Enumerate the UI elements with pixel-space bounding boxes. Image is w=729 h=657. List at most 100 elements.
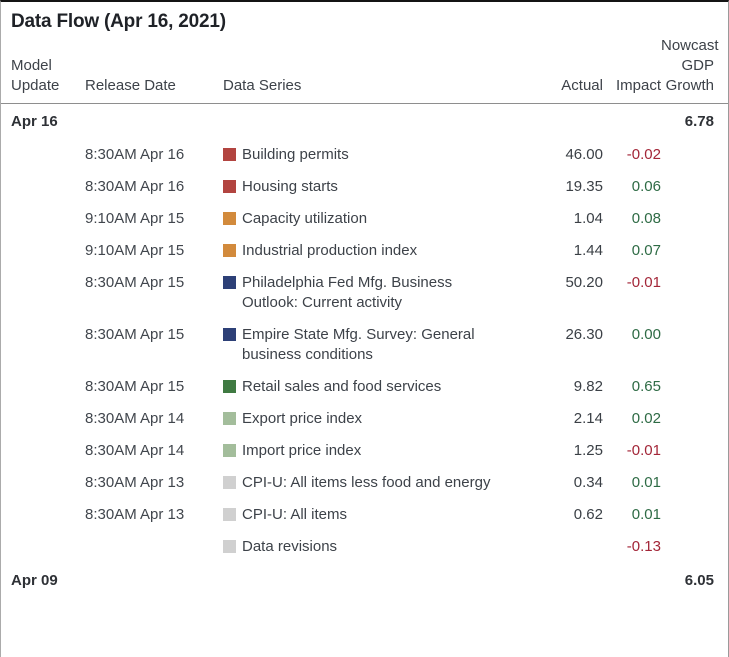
spacer	[85, 563, 223, 578]
release-date: 8:30AM Apr 13	[85, 474, 185, 491]
table-body: Apr 16 6.78 8:30AM Apr 16 Building permits 4…	[1, 104, 728, 598]
data-series-cell: Housing starts	[223, 171, 521, 203]
model-update-empty	[11, 319, 85, 331]
series-color-swatch-icon	[223, 444, 236, 457]
column-header-actual: Actual	[561, 77, 603, 94]
spacer	[85, 104, 223, 119]
impact-value: -0.01	[626, 442, 661, 459]
release-date: 8:30AM Apr 14	[85, 410, 185, 427]
series-color-swatch-icon	[223, 476, 236, 489]
spacer	[521, 563, 603, 578]
nowcast-empty	[661, 171, 714, 183]
model-update-empty	[11, 403, 85, 415]
series-color-swatch-icon	[223, 540, 236, 553]
model-update-empty	[11, 171, 85, 183]
release-date: 8:30AM Apr 15	[85, 378, 185, 395]
column-header-data-series: Data Series	[223, 77, 302, 94]
nowcast-empty	[661, 403, 714, 415]
actual-value	[521, 531, 603, 543]
data-release-row: 8:30AM Apr 16 Building permits 46.00 -0.02	[1, 139, 728, 171]
nowcast-gdp-growth-value: 6.78	[684, 113, 714, 130]
data-series-name: Building permits	[242, 146, 349, 163]
model-update-group-row: Apr 09 6.05	[1, 563, 728, 598]
data-series-cell: CPI-U: All items less food and energy	[223, 467, 521, 499]
nowcast-empty	[661, 235, 714, 247]
data-series-name: Retail sales and food services	[242, 378, 442, 395]
actual-value: 0.62	[573, 506, 603, 523]
series-color-swatch-icon	[223, 328, 236, 341]
data-series-cell: Building permits	[223, 139, 521, 171]
actual-value: 46.00	[565, 146, 603, 163]
actual-value: 19.35	[565, 178, 603, 195]
model-update-empty	[11, 531, 85, 543]
model-update-date: Apr 09	[11, 572, 58, 589]
series-color-swatch-icon	[223, 244, 236, 257]
panel-title: Data Flow (Apr 16, 2021)	[11, 11, 226, 32]
model-update-empty	[11, 203, 85, 215]
data-series-name: Export price index	[242, 410, 363, 427]
impact-value: -0.13	[626, 538, 661, 555]
model-update-empty	[11, 467, 85, 479]
actual-value: 50.20	[565, 274, 603, 291]
release-date: 8:30AM Apr 14	[85, 442, 185, 459]
column-header-release-date: Release Date	[85, 77, 176, 94]
data-series-name: Industrial production index	[242, 242, 418, 259]
release-date: 9:10AM Apr 15	[85, 210, 185, 227]
release-date: 8:30AM Apr 16	[85, 146, 185, 163]
data-series-name: Data revisions	[242, 538, 338, 555]
nowcast-empty	[661, 531, 714, 543]
data-series-cell: Empire State Mfg. Survey: General busine…	[223, 319, 521, 371]
data-release-row: 8:30AM Apr 15 Empire State Mfg. Survey: G…	[1, 319, 728, 371]
data-series-cell: Export price index	[223, 403, 521, 435]
series-color-swatch-icon	[223, 412, 236, 425]
model-update-empty	[11, 371, 85, 383]
data-release-row: 8:30AM Apr 15 Retail sales and food servi…	[1, 371, 728, 403]
data-release-row: 8:30AM Apr 16 Housing starts 19.35 0.06	[1, 171, 728, 203]
model-update-empty	[11, 435, 85, 447]
table-header-row: Model Update Release Date Data Series Ac…	[1, 34, 728, 104]
model-update-date: Apr 16	[11, 113, 58, 130]
data-release-row: 9:10AM Apr 15 Capacity utilization 1.04 0.0…	[1, 203, 728, 235]
data-series-cell: Capacity utilization	[223, 203, 521, 235]
data-release-row: 8:30AM Apr 15 Philadelphia Fed Mfg. Busin…	[1, 267, 728, 319]
release-date: 8:30AM Apr 15	[85, 326, 185, 343]
spacer	[603, 563, 661, 578]
actual-value: 1.44	[573, 242, 603, 259]
spacer	[223, 563, 521, 578]
release-date: 8:30AM Apr 15	[85, 274, 185, 291]
data-series-name: Import price index	[242, 442, 362, 459]
data-release-row: 8:30AM Apr 14 Export price index 2.14 0.02	[1, 403, 728, 435]
impact-value: 0.06	[631, 178, 661, 195]
data-series-cell: CPI-U: All items	[223, 499, 521, 531]
actual-value: 1.25	[573, 442, 603, 459]
column-header-model-update: Model Update	[11, 57, 60, 94]
model-update-empty	[11, 499, 85, 511]
data-series-cell: Philadelphia Fed Mfg. Business Outlook: …	[223, 267, 521, 319]
nowcast-empty	[661, 435, 714, 447]
data-series-name: Empire State Mfg. Survey: General busine…	[242, 326, 475, 363]
spacer	[603, 104, 661, 119]
impact-value: 0.00	[631, 326, 661, 343]
release-date: 9:10AM Apr 15	[85, 242, 185, 259]
nowcast-empty	[661, 467, 714, 479]
series-color-swatch-icon	[223, 180, 236, 193]
spacer	[223, 104, 521, 119]
actual-value: 0.34	[573, 474, 603, 491]
data-series-cell: Industrial production index	[223, 235, 521, 267]
data-series-cell: Retail sales and food services	[223, 371, 521, 403]
impact-value: 0.01	[631, 474, 661, 491]
series-color-swatch-icon	[223, 212, 236, 225]
spacer	[521, 104, 603, 119]
impact-value: 0.65	[631, 378, 661, 395]
release-date: 8:30AM Apr 16	[85, 178, 185, 195]
data-release-row: 9:10AM Apr 15 Industrial production index…	[1, 235, 728, 267]
actual-value: 9.82	[573, 378, 603, 395]
impact-value: -0.01	[626, 274, 661, 291]
impact-value: 0.08	[631, 210, 661, 227]
data-release-row: 8:30AM Apr 14 Import price index 1.25 -0.01	[1, 435, 728, 467]
series-color-swatch-icon	[223, 276, 236, 289]
series-color-swatch-icon	[223, 508, 236, 521]
release-date: 8:30AM Apr 13	[85, 506, 185, 523]
data-release-row: 8:30AM Apr 13 CPI-U: All items less food …	[1, 467, 728, 499]
model-update-empty	[11, 139, 85, 151]
